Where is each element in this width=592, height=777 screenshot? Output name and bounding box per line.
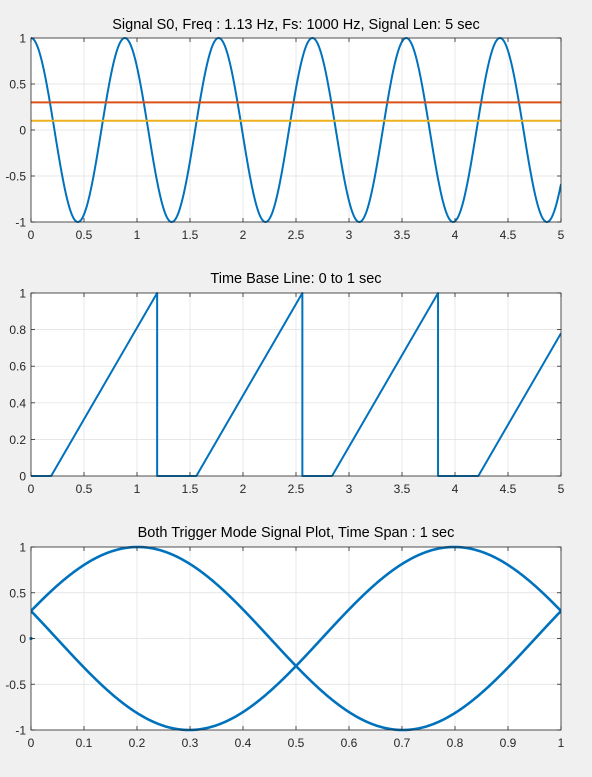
- x-tick-label: 0.4: [235, 736, 252, 750]
- x-tick-label: 0.6: [341, 736, 358, 750]
- x-tick-label: 3: [346, 482, 353, 496]
- x-tick-label: 2: [240, 482, 247, 496]
- subplot-2: 0 0.5 1 1.5 2 2.5 3 3.5 4 4.5 5 0 0.2 0.4 0.6 0.8 1 Time …: [9, 271, 564, 496]
- y-tick-label: -1: [15, 216, 26, 230]
- x-tick-label: 0.1: [76, 736, 93, 750]
- x-tick-label: 5: [558, 482, 565, 496]
- chart-title: Signal S0, Freq : 1.13 Hz, Fs: 1000 Hz, …: [112, 17, 480, 33]
- x-tick-label: 0.5: [76, 228, 93, 242]
- y-tick-label: 0.4: [9, 396, 26, 410]
- y-tick-label: 0: [19, 124, 26, 138]
- chart-title: Time Base Line: 0 to 1 sec: [210, 271, 381, 287]
- x-tick-label: 0: [28, 482, 35, 496]
- x-tick-label: 4.5: [500, 228, 517, 242]
- y-tick-label: -0.5: [5, 678, 26, 692]
- subplot-1: 0 0.5 1 1.5 2 2.5 3 3.5 4 4.5 5 -1 -0.5 0 0.5 1 Signal S…: [5, 17, 564, 242]
- chart-title: Both Trigger Mode Signal Plot, Time Span…: [138, 525, 455, 541]
- x-tick-label: 0.5: [288, 736, 305, 750]
- y-tick-label: 0: [19, 632, 26, 646]
- y-tick-label: 0.8: [9, 323, 26, 337]
- subplot-3: 0 0.1 0.2 0.3 0.4 0.5 0.6 0.7 0.8 0.9 1 -1 -0.5 0 0.5 1…: [5, 525, 564, 750]
- x-tick-label: 0: [28, 228, 35, 242]
- x-tick-label: 4: [452, 228, 459, 242]
- x-tick-label: 0.9: [500, 736, 517, 750]
- x-tick-label: 0.2: [129, 736, 146, 750]
- x-tick-label: 3.5: [394, 482, 411, 496]
- series-line-1: [31, 37, 561, 223]
- y-tick-label: 1: [19, 287, 26, 301]
- y-tick-label: 1: [19, 32, 26, 46]
- y-tick-label: 0: [19, 470, 26, 484]
- y-tick-label: 0.5: [9, 78, 26, 92]
- x-tick-label: 0: [28, 736, 35, 750]
- x-tick-label: 2: [240, 228, 247, 242]
- x-tick-label: 0.8: [447, 736, 464, 750]
- x-tick-label: 1.5: [182, 482, 199, 496]
- x-tick-label: 0.7: [394, 736, 411, 750]
- x-tick-label: 1: [134, 228, 141, 242]
- x-tick-label: 5: [558, 228, 565, 242]
- x-tick-label: 0.5: [76, 482, 93, 496]
- y-tick-label: 0.5: [9, 586, 26, 600]
- y-tick-label: 0.6: [9, 360, 26, 374]
- y-tick-label: 0.2: [9, 433, 26, 447]
- x-tick-label: 2.5: [288, 228, 305, 242]
- x-tick-label: 0.3: [182, 736, 199, 750]
- series-line-2: [31, 545, 561, 732]
- x-tick-label: 1: [558, 736, 565, 750]
- x-tick-label: 1: [134, 482, 141, 496]
- x-tick-label: 3.5: [394, 228, 411, 242]
- y-tick-label: -0.5: [5, 170, 26, 184]
- x-tick-label: 2.5: [288, 482, 305, 496]
- y-tick-label: 1: [19, 541, 26, 555]
- x-tick-label: 4.5: [500, 482, 517, 496]
- x-tick-label: 4: [452, 482, 459, 496]
- y-tick-label: -1: [15, 724, 26, 738]
- x-tick-label: 1.5: [182, 228, 199, 242]
- x-tick-label: 3: [346, 228, 353, 242]
